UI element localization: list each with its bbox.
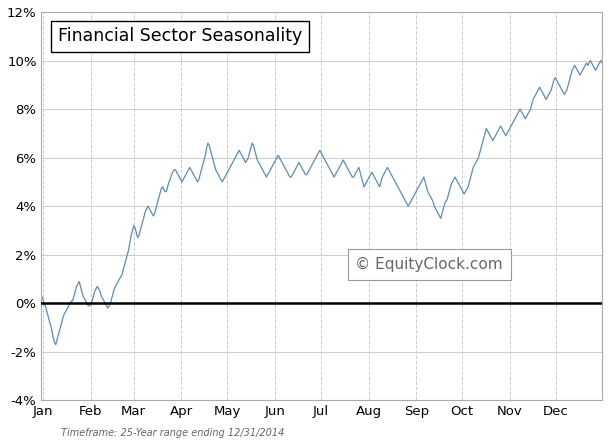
Text: Financial Sector Seasonality: Financial Sector Seasonality <box>58 27 303 46</box>
Text: Timeframe: 25-Year range ending 12/31/2014: Timeframe: 25-Year range ending 12/31/20… <box>61 428 284 439</box>
Text: © EquityClock.com: © EquityClock.com <box>356 257 503 272</box>
